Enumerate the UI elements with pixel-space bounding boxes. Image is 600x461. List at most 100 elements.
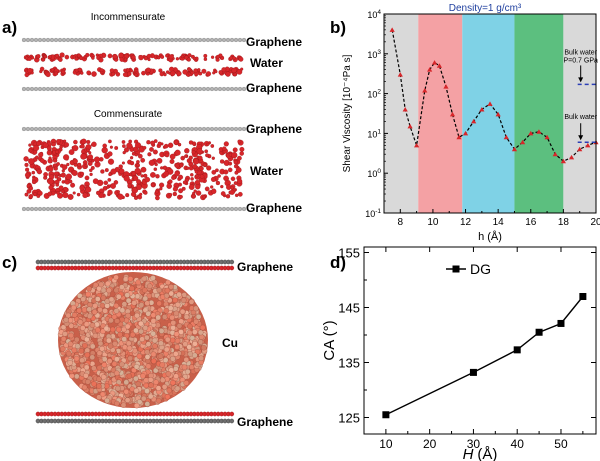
cu-atom	[67, 341, 74, 347]
water-molecule	[175, 57, 180, 61]
water-molecule	[84, 175, 90, 181]
cu-atom	[115, 385, 121, 392]
water-molecule	[86, 70, 91, 75]
cu-atom	[140, 395, 147, 402]
cu-atom	[89, 322, 96, 329]
graphene-atom	[141, 37, 147, 43]
y-tick-label: 104	[367, 9, 381, 20]
x-tick-label: 50	[554, 437, 568, 451]
graphene-atom	[93, 206, 99, 212]
graphene-atom	[137, 206, 143, 212]
viscosity-point	[431, 60, 438, 65]
viscosity-point	[520, 139, 526, 145]
water-molecule	[157, 56, 161, 60]
water-molecule	[126, 71, 132, 77]
cu-atom	[83, 364, 90, 371]
graphene-atom	[89, 206, 95, 212]
graphene-atom	[25, 37, 31, 43]
graphene-atom	[29, 126, 35, 132]
water-molecule	[218, 70, 223, 75]
graphene-atom	[201, 37, 207, 43]
graphene-atom	[217, 86, 223, 92]
viscosity-point	[407, 123, 413, 129]
water-molecule	[211, 156, 215, 160]
water-molecule	[196, 148, 203, 155]
water-molecule	[142, 145, 147, 150]
cu-atom	[142, 325, 149, 331]
water-molecule	[187, 67, 192, 72]
graphene-atom	[133, 206, 139, 212]
cu-atom	[147, 283, 153, 289]
water-molecule	[215, 180, 221, 186]
water-molecule	[33, 192, 38, 197]
cu-atom	[170, 379, 176, 386]
graphene-atom	[33, 126, 39, 132]
cu-atom	[198, 355, 204, 361]
c-graphene-top-red	[35, 265, 235, 271]
graphene-atom	[65, 126, 71, 132]
cu-atom	[142, 295, 149, 302]
water-molecule	[204, 149, 209, 154]
graphene-atom	[125, 206, 131, 212]
water-molecule	[206, 142, 210, 146]
water-molecule	[67, 193, 74, 200]
cu-atom	[157, 353, 164, 359]
water-molecule	[56, 162, 60, 166]
graphene-atom	[189, 86, 195, 92]
graphene-atom	[77, 86, 83, 92]
water-molecule	[165, 70, 170, 74]
panel-b-y-axis-label: Shear Viscosity [10⁻⁴Pa s]	[342, 54, 353, 172]
panel-c-graphene-sheets	[35, 259, 235, 424]
incom-water-layer-2	[24, 66, 244, 78]
water-molecule	[88, 151, 92, 155]
graphene-atom	[197, 126, 203, 132]
water-molecule	[170, 70, 176, 76]
cu-atom	[116, 293, 122, 300]
graphene-atom	[141, 86, 147, 92]
water-molecule	[223, 169, 229, 175]
water-molecule	[163, 171, 169, 177]
water-molecule	[178, 174, 184, 180]
cu-atom	[114, 370, 120, 376]
cu-atom	[141, 275, 148, 282]
graphene-atom	[105, 86, 111, 92]
water-molecule	[110, 168, 117, 175]
cu-atom	[167, 305, 174, 311]
x-tick-label: 14	[493, 217, 505, 228]
legend-marker	[452, 265, 460, 273]
water-molecule	[111, 71, 116, 76]
panel-c: c) Graphene Cu Graphene	[2, 253, 293, 429]
x-axis-var: H	[463, 446, 474, 461]
water-molecule	[53, 166, 58, 171]
com-graphene-top	[21, 126, 247, 132]
water-molecule	[81, 138, 87, 145]
panel-b-annotations: Bulk water P=0.7 GPa Bulk water	[563, 49, 598, 143]
panel-b-label: b)	[330, 18, 346, 37]
cu-atom	[70, 304, 77, 311]
graphene-atom	[153, 86, 159, 92]
water-molecule	[51, 142, 56, 147]
graphene-atom	[241, 126, 247, 132]
water-molecule	[190, 173, 194, 177]
graphene-atom	[101, 126, 107, 132]
cu-atom	[92, 303, 98, 309]
cu-atom	[96, 394, 102, 400]
cu-atom	[134, 293, 141, 300]
water-molecule	[184, 148, 190, 154]
graphene-atom	[181, 37, 187, 43]
water-molecule	[210, 185, 214, 189]
water-molecule	[137, 153, 143, 159]
graphene-atom	[177, 206, 183, 212]
graphene-atom	[181, 206, 187, 212]
water-molecule	[134, 142, 142, 149]
cu-atom	[150, 351, 157, 358]
water-molecule	[73, 139, 78, 145]
water-molecule	[172, 191, 177, 197]
water-molecule	[60, 172, 66, 178]
cu-atom	[169, 314, 175, 321]
graphene-atom	[25, 86, 31, 92]
cu-atom	[198, 334, 205, 340]
viscosity-point	[402, 106, 408, 112]
regime-band	[462, 14, 515, 213]
water-molecule	[144, 176, 151, 183]
